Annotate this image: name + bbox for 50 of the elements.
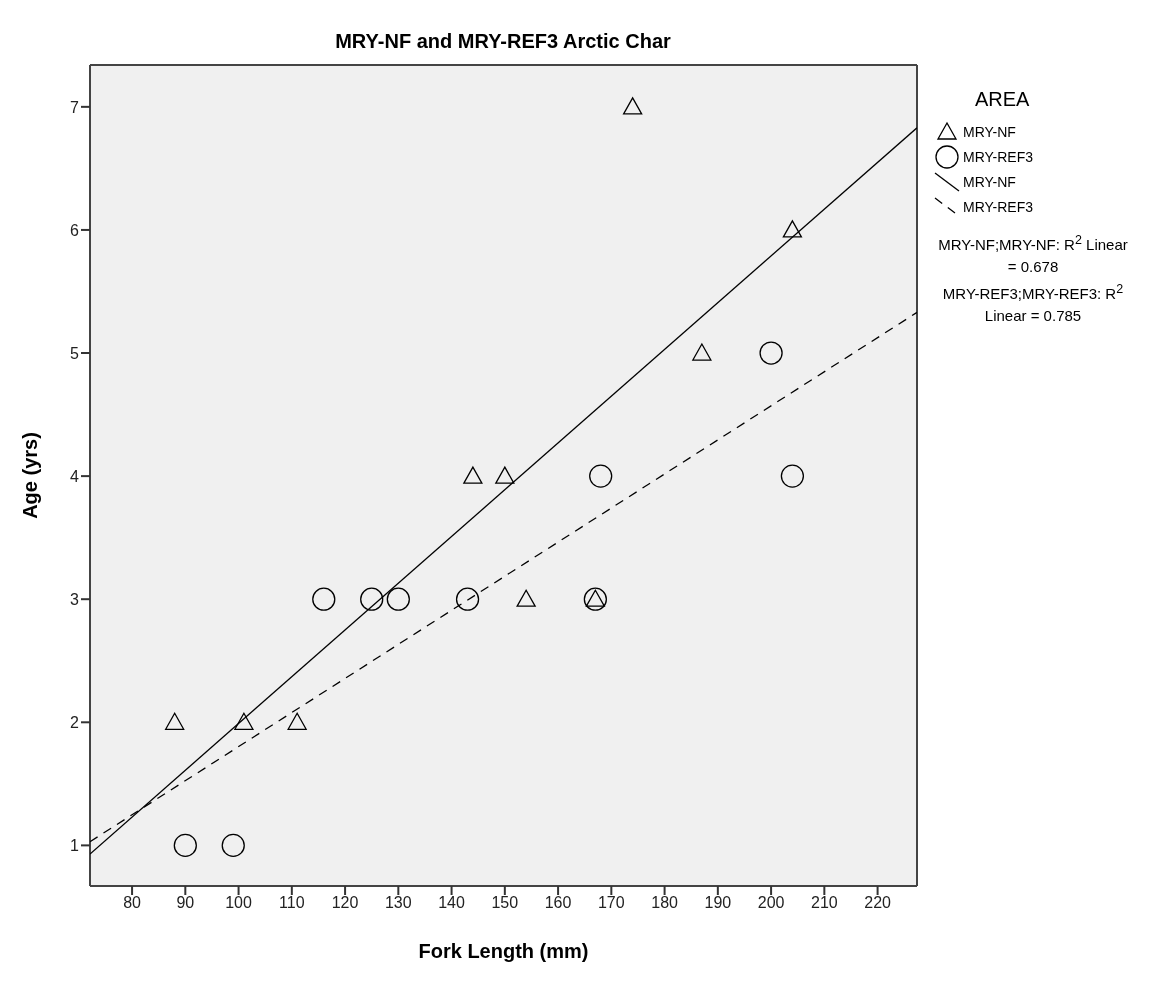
text: MRY-NF;MRY-NF: R$^{2}$ Linear = 0.678 <box>938 233 1128 275</box>
x-tick-label: 220 <box>864 894 892 912</box>
x-tick-label: 160 <box>544 894 572 912</box>
x-tick-label: 140 <box>438 894 466 912</box>
point <box>287 712 307 730</box>
point <box>516 589 536 607</box>
x-tick-label: 180 <box>651 894 679 912</box>
x-tick-label: 200 <box>757 894 785 912</box>
y-tick-label: 1 <box>70 837 80 855</box>
point <box>312 587 336 611</box>
y-tick-label: 2 <box>70 713 80 731</box>
point <box>173 833 197 858</box>
legend-title: AREA <box>974 88 1031 111</box>
y-axis-title: Age (yrs) <box>19 432 42 519</box>
x-tick-label: 190 <box>704 894 732 912</box>
x-tick-label: 120 <box>331 894 359 912</box>
point <box>360 587 384 611</box>
y-tick-label: 5 <box>70 344 80 362</box>
x-tick-label: 110 <box>279 894 305 912</box>
point <box>386 587 410 611</box>
legend-label: MRY-NF <box>963 123 1016 140</box>
x-axis-title: Fork Length (mm) <box>418 940 589 962</box>
x-tick-label: 90 <box>176 894 195 912</box>
point <box>455 587 480 611</box>
y-tick-label: 3 <box>70 590 80 608</box>
point <box>780 464 805 488</box>
point <box>165 712 185 730</box>
legend-label: MRY-NF <box>963 173 1016 190</box>
y-tick-label: 4 <box>70 467 80 485</box>
x-tick-label: 100 <box>225 894 253 912</box>
legend-label: MRY-REF3 <box>963 198 1034 215</box>
x-tick-label: 130 <box>384 894 412 912</box>
point <box>221 833 245 858</box>
text: MRY-REF3;MRY-REF3: R$^{2}$ Linear = 0.785 <box>942 282 1124 324</box>
point <box>589 464 613 488</box>
legend-label: MRY-REF3 <box>963 148 1034 165</box>
y-tick-label: 6 <box>70 221 80 239</box>
point <box>692 343 712 361</box>
x-tick-label: 150 <box>491 894 519 912</box>
point <box>782 220 803 238</box>
chart-title: MRY-NF and MRY-REF3 Arctic Char <box>334 30 672 53</box>
point <box>234 712 254 730</box>
point <box>463 466 483 484</box>
point <box>622 97 643 115</box>
x-tick-label: 170 <box>597 894 625 912</box>
y-tick-label: 7 <box>70 98 80 116</box>
point <box>759 341 783 365</box>
x-tick-label: 210 <box>810 894 838 912</box>
point <box>495 466 515 484</box>
x-tick-label: 80 <box>123 894 142 912</box>
